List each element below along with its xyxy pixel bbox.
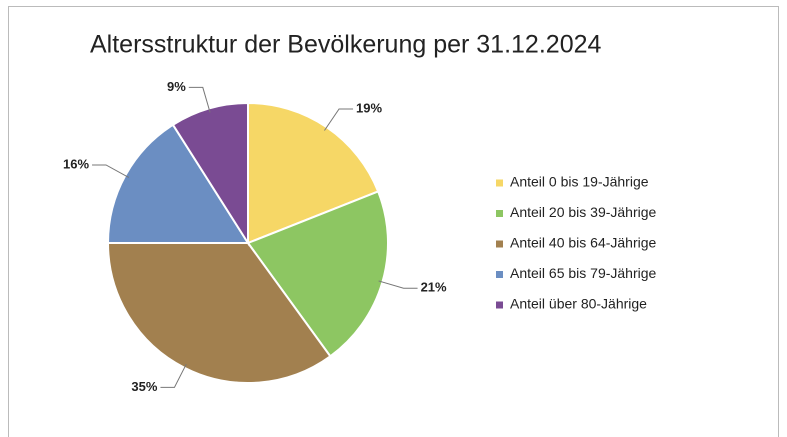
leader-line xyxy=(92,164,130,178)
data-label: 35% xyxy=(131,379,157,394)
data-label: 9% xyxy=(167,79,186,94)
legend-label: Anteil über 80-Jährige xyxy=(510,296,647,312)
leader-line xyxy=(324,108,354,131)
legend-swatch xyxy=(496,210,503,217)
chart-title: Altersstruktur der Bevölkerung per 31.12… xyxy=(90,31,601,59)
legend-swatch xyxy=(496,240,503,248)
leader-line xyxy=(378,280,418,289)
data-label: 16% xyxy=(63,156,89,171)
data-label: 21% xyxy=(421,280,447,295)
legend-label: Anteil 65 bis 79-Jährige xyxy=(510,265,657,281)
leader-line xyxy=(188,86,211,113)
legend-swatch xyxy=(496,179,503,187)
leader-line xyxy=(160,363,187,388)
legend-label: Anteil 0 bis 19-Jährige xyxy=(510,174,649,190)
data-label: 19% xyxy=(356,100,382,115)
legend-label: Anteil 20 bis 39-Jährige xyxy=(510,204,657,220)
legend-swatch xyxy=(496,271,503,278)
legend-label: Anteil 40 bis 64-Jährige xyxy=(510,235,657,251)
legend-swatch xyxy=(496,301,503,309)
